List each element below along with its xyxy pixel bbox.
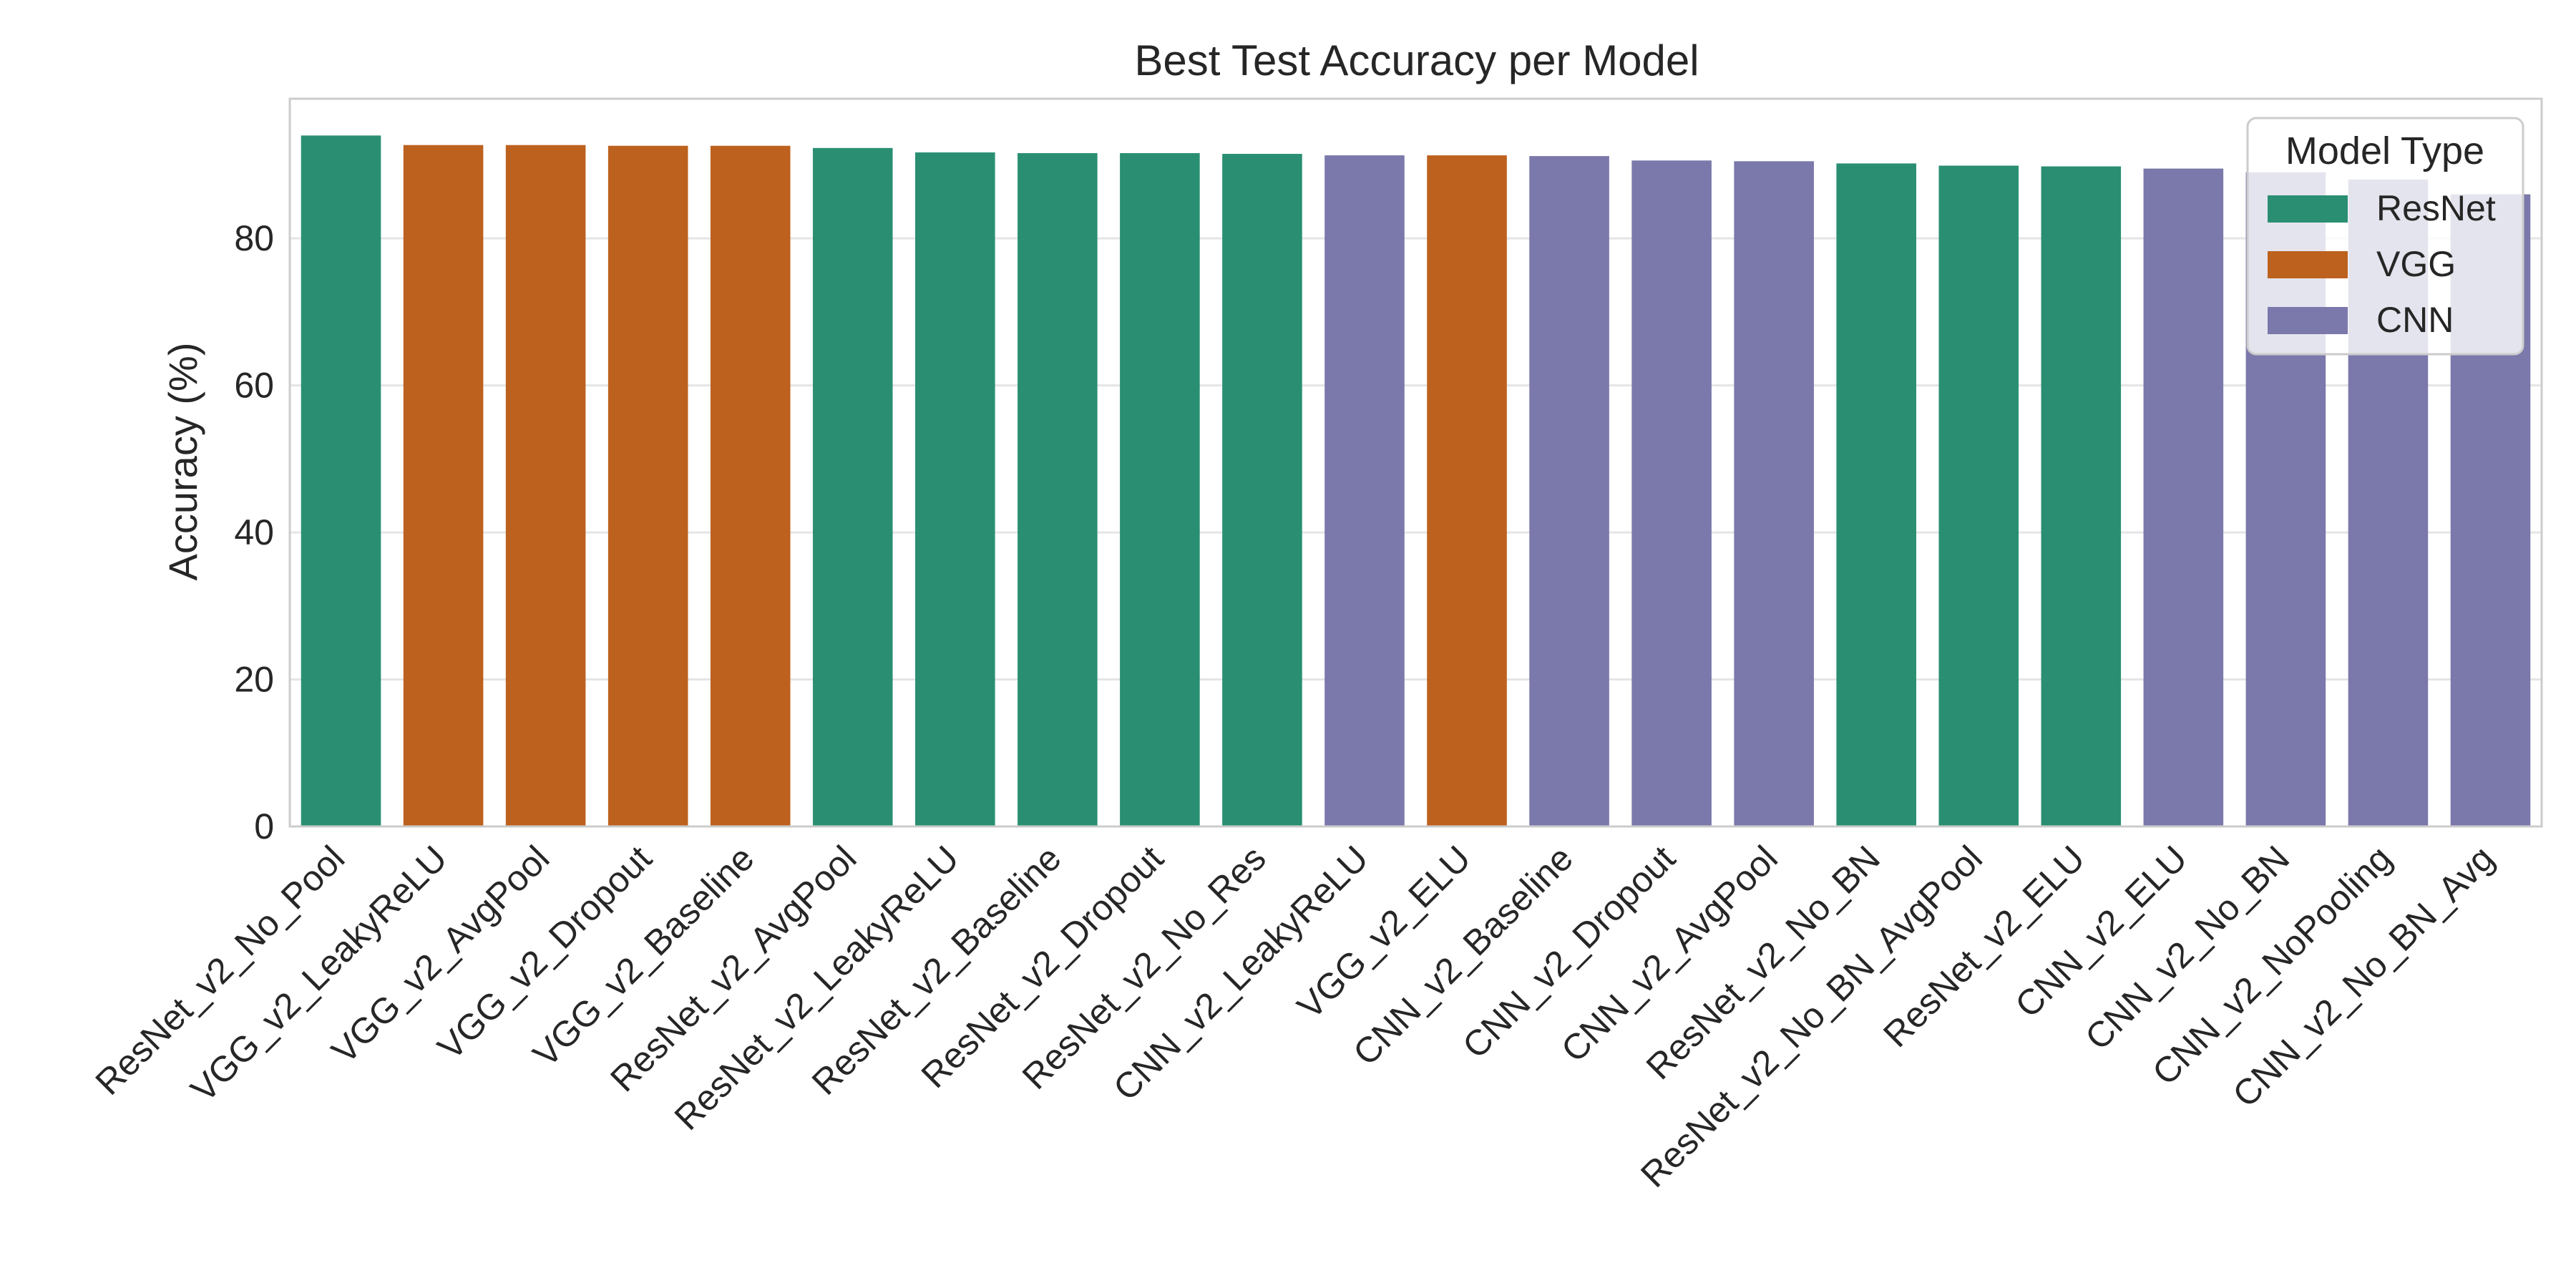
bars bbox=[301, 135, 2531, 827]
legend: Model Type ResNet VGG CNN bbox=[2246, 117, 2524, 356]
y-axis-ticks: 0 20 40 60 80 bbox=[234, 218, 274, 847]
bar-resnet-v2-dropout bbox=[1120, 153, 1200, 826]
y-axis-label: Accuracy (%) bbox=[160, 343, 205, 581]
y-tick-label-80: 80 bbox=[234, 218, 274, 258]
y-tick-label-60: 60 bbox=[234, 366, 274, 406]
bar-resnet-v2-no-bn-avgpool bbox=[1938, 165, 2019, 826]
legend-box bbox=[2246, 117, 2524, 356]
legend-swatch-cnn bbox=[2268, 307, 2348, 334]
bar-resnet-v2-baseline bbox=[1018, 153, 1098, 826]
bar-cnn-v2-avgpool bbox=[1734, 161, 1814, 826]
legend-swatch-resnet bbox=[2268, 195, 2348, 223]
bar-vgg-v2-avgpool bbox=[505, 145, 586, 826]
bar-vgg-v2-leakyrelu bbox=[403, 145, 484, 826]
x-axis-ticks: ResNet_v2_No_PoolVGG_v2_LeakyReLUVGG_v2_… bbox=[88, 838, 2502, 1195]
y-tick-label-0: 0 bbox=[254, 806, 274, 847]
bar-resnet-v2-avgpool bbox=[812, 147, 893, 826]
plot-frame bbox=[288, 97, 2543, 828]
legend-label-cnn: CNN bbox=[2376, 300, 2454, 340]
bar-cnn-v2-baseline bbox=[1529, 156, 1609, 827]
chart-title: Best Test Accuracy per Model bbox=[1134, 36, 1699, 84]
y-tick-label-20: 20 bbox=[234, 660, 274, 700]
legend-entry-resnet: ResNet bbox=[2268, 188, 2496, 228]
bar-cnn-v2-elu bbox=[2143, 168, 2224, 826]
bar-resnet-v2-no-pool bbox=[301, 135, 381, 826]
bar-cnn-v2-dropout bbox=[1631, 160, 1712, 827]
y-tick-label-40: 40 bbox=[234, 512, 274, 552]
bar-resnet-v2-elu bbox=[2041, 166, 2122, 826]
bar-vgg-v2-dropout bbox=[608, 145, 688, 826]
legend-label-resnet: ResNet bbox=[2376, 188, 2496, 228]
bar-resnet-v2-no-res bbox=[1222, 154, 1302, 826]
bar-cnn-v2-leakyrelu bbox=[1324, 155, 1405, 827]
legend-entry-vgg: VGG bbox=[2268, 244, 2456, 284]
x-tick-label-vgg-v2-elu: VGG_v2_ELU bbox=[1289, 838, 1478, 1027]
legend-entry-cnn: CNN bbox=[2268, 300, 2454, 340]
bar-resnet-v2-leakyrelu bbox=[915, 152, 995, 826]
bar-resnet-v2-no-bn bbox=[1836, 163, 1916, 826]
legend-swatch-vgg bbox=[2268, 251, 2348, 278]
legend-label-vgg: VGG bbox=[2376, 244, 2456, 284]
bar-vgg-v2-baseline bbox=[710, 145, 791, 826]
legend-title: Model Type bbox=[2285, 130, 2484, 172]
bar-vgg-v2-elu bbox=[1427, 155, 1507, 827]
